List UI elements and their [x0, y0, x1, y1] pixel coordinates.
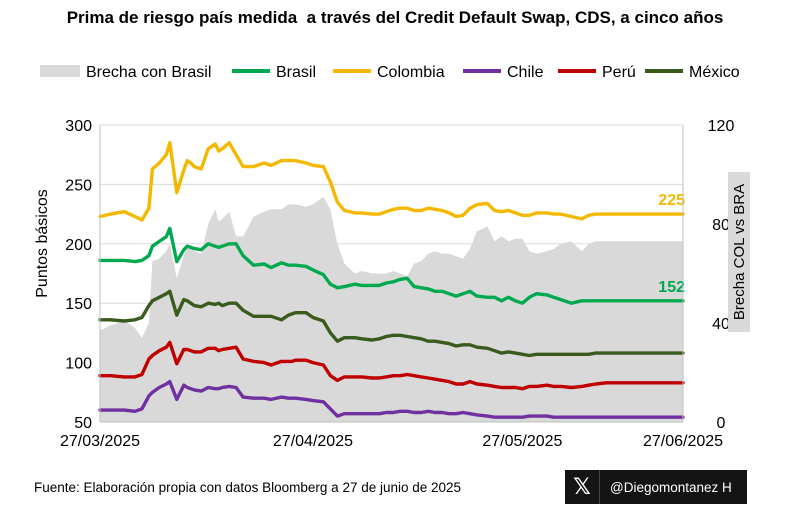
- social-badge[interactable]: 𝕏 @Diegomontanez H: [565, 470, 747, 504]
- x-tick-label: 27/05/2025: [482, 433, 562, 450]
- end-label-colombia: 225: [658, 192, 685, 209]
- legend-label-peru: Perú: [602, 64, 636, 81]
- series-line-mexico: [98, 289, 685, 358]
- source-note: Fuente: Elaboración propia con datos Blo…: [34, 480, 462, 495]
- y2-label-background: [728, 172, 750, 332]
- y-tick-label: 150: [65, 296, 92, 313]
- social-handle: @Diegomontanez H: [610, 479, 732, 495]
- y-tick-label: 200: [65, 237, 92, 254]
- x-logo-icon: 𝕏: [565, 470, 600, 504]
- y-tick-label: 250: [65, 177, 92, 194]
- series-line-peru: [98, 340, 685, 391]
- legend-label-brecha-con-brasil: Brecha con Brasil: [86, 64, 211, 81]
- y2-tick-label: 80: [712, 217, 730, 234]
- y-tick-label: 100: [65, 356, 92, 373]
- legend-swatch-brecha-con-brasil: [40, 65, 80, 77]
- y-axis-label: Puntos básicos: [34, 189, 51, 298]
- legend-label-chile: Chile: [507, 64, 544, 81]
- y2-tick-label: 40: [712, 316, 730, 333]
- y-tick-label: 50: [74, 415, 92, 432]
- legend-label-mexico: México: [689, 64, 740, 81]
- legend-label-colombia: Colombia: [377, 64, 445, 81]
- y2-axis-label: Brecha COL vs BRA: [731, 184, 748, 320]
- chart-title: Prima de riesgo país medida a través del…: [66, 8, 724, 27]
- y2-tick-label: 120: [708, 118, 735, 135]
- series-line-brasil: [98, 226, 685, 305]
- y2-tick-label: 0: [717, 415, 726, 432]
- x-tick-label: 27/04/2025: [273, 433, 353, 450]
- x-tick-label: 27/06/2025: [643, 433, 723, 450]
- end-label-brasil: 152: [658, 279, 685, 296]
- legend-label-brasil: Brasil: [276, 64, 316, 81]
- series-line-chile: [98, 379, 685, 419]
- gap-area: [100, 196, 683, 422]
- x-tick-label: 27/03/2025: [60, 433, 140, 450]
- y-tick-label: 300: [65, 118, 92, 135]
- series-line-colombia: [98, 141, 685, 222]
